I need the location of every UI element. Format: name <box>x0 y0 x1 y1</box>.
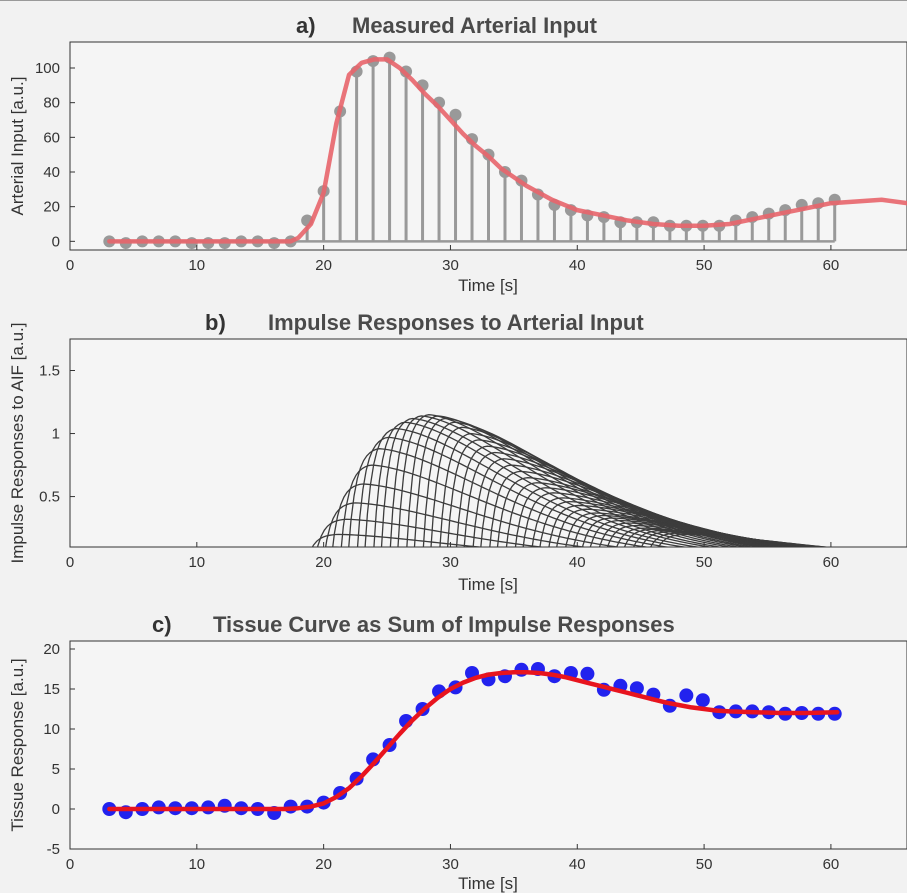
panel-c-x-ticks: 0 10 20 30 40 50 60 <box>66 844 839 873</box>
x-tick-label: 20 <box>315 257 332 274</box>
x-tick-label: 50 <box>696 257 713 274</box>
x-tick-label: 50 <box>696 856 713 873</box>
y-tick-label: 60 <box>43 129 60 146</box>
y-tick-label: 40 <box>43 164 60 181</box>
tissue-data-point <box>679 688 694 703</box>
impulse-response-curve <box>325 502 589 547</box>
tissue-data-point <box>629 681 644 696</box>
panel-a-title: Measured Arterial Input <box>352 13 598 38</box>
y-tick-label: 100 <box>35 60 60 77</box>
impulse-response-curve <box>356 436 688 547</box>
x-tick-label: 40 <box>569 257 586 274</box>
x-tick-label: 20 <box>315 554 332 571</box>
panel-b-title: Impulse Responses to Arterial Input <box>268 310 644 335</box>
x-tick-label: 60 <box>823 856 840 873</box>
panel-c-y-ticks: -5 0 5 10 15 20 <box>43 641 75 858</box>
x-tick-label: 20 <box>315 856 332 873</box>
panel-b-xlabel: Time [s] <box>458 575 518 594</box>
y-tick-label: 10 <box>43 721 60 738</box>
x-tick-label: 30 <box>442 856 459 873</box>
panel-a-plot-area <box>103 51 907 250</box>
panel-b-plot-area <box>291 414 907 560</box>
x-tick-label: 40 <box>569 856 586 873</box>
x-tick-label: 60 <box>823 554 840 571</box>
panel-a: a) Measured Arterial Input 0 10 20 30 40 50 60… <box>8 13 907 295</box>
impulse-response-curve <box>311 533 486 547</box>
y-tick-label: 0 <box>52 801 60 818</box>
y-tick-label: -5 <box>47 841 60 858</box>
panel-a-ylabel: Arterial Input [a.u.] <box>8 77 27 216</box>
y-tick-label: 5 <box>52 761 60 778</box>
tissue-data-point <box>514 662 529 677</box>
panel-a-xlabel: Time [s] <box>458 276 518 295</box>
impulse-response-curve <box>316 518 546 547</box>
x-tick-label: 30 <box>442 554 459 571</box>
y-tick-label: 1.5 <box>39 363 60 380</box>
aif-fit-line <box>107 57 907 244</box>
panel-a-letter: a) <box>296 13 316 38</box>
y-tick-label: 20 <box>43 641 60 658</box>
x-tick-label: 10 <box>188 257 205 274</box>
stem-marker <box>449 108 462 121</box>
tissue-data-point <box>580 666 595 681</box>
impulse-response-curve <box>364 427 702 547</box>
impulse-response-curve <box>332 483 623 547</box>
x-tick-label: 10 <box>188 554 205 571</box>
x-tick-label: 30 <box>442 257 459 274</box>
panel-a-y-ticks: 0 20 40 60 80 100 <box>35 60 75 250</box>
top-border-line <box>0 0 907 1</box>
panel-b-x-ticks: 0 10 20 30 40 50 60 <box>66 542 839 571</box>
x-tick-label: 0 <box>66 856 74 873</box>
panel-b-ylabel: Impulse Responses to AIF [a.u.] <box>8 323 27 564</box>
x-tick-label: 0 <box>66 554 74 571</box>
y-tick-label: 0.5 <box>39 489 60 506</box>
y-tick-label: 80 <box>43 95 60 112</box>
impulse-response-curve <box>657 533 832 547</box>
tissue-fit-line <box>107 669 840 812</box>
panel-c: c) Tissue Curve as Sum of Impulse Respon… <box>8 612 907 893</box>
impulse-response-curve <box>373 421 714 547</box>
tissue-data-point <box>695 693 710 708</box>
impulse-response-curve <box>291 552 907 560</box>
panel-c-axes-box <box>69 640 907 850</box>
impulse-response-curve <box>348 448 672 547</box>
impulse-response-curve <box>380 417 724 547</box>
panel-b-letter: b) <box>205 310 226 335</box>
panel-c-title: Tissue Curve as Sum of Impulse Responses <box>213 612 675 637</box>
x-tick-label: 50 <box>696 554 713 571</box>
panel-b-axes-box <box>69 338 907 548</box>
panel-c-ylabel: Tissue Response [a.u.] <box>8 658 27 831</box>
x-tick-label: 40 <box>569 554 586 571</box>
panel-b-y-ticks: 0.5 1 1.5 <box>39 363 75 506</box>
x-tick-label: 0 <box>66 257 74 274</box>
panel-b: b) Impulse Responses to Arterial Input 0… <box>8 310 907 594</box>
x-tick-label: 10 <box>188 856 205 873</box>
x-tick-label: 60 <box>823 257 840 274</box>
panel-c-letter: c) <box>152 612 172 637</box>
impulse-response-curve <box>318 546 357 547</box>
y-tick-label: 20 <box>43 199 60 216</box>
y-tick-label: 15 <box>43 681 60 698</box>
y-tick-label: 1 <box>52 426 60 443</box>
panel-a-x-ticks: 0 10 20 30 40 50 60 <box>66 245 839 274</box>
y-tick-label: 0 <box>52 233 60 250</box>
panel-c-xlabel: Time [s] <box>458 874 518 893</box>
panel-c-plot-area <box>102 662 842 820</box>
